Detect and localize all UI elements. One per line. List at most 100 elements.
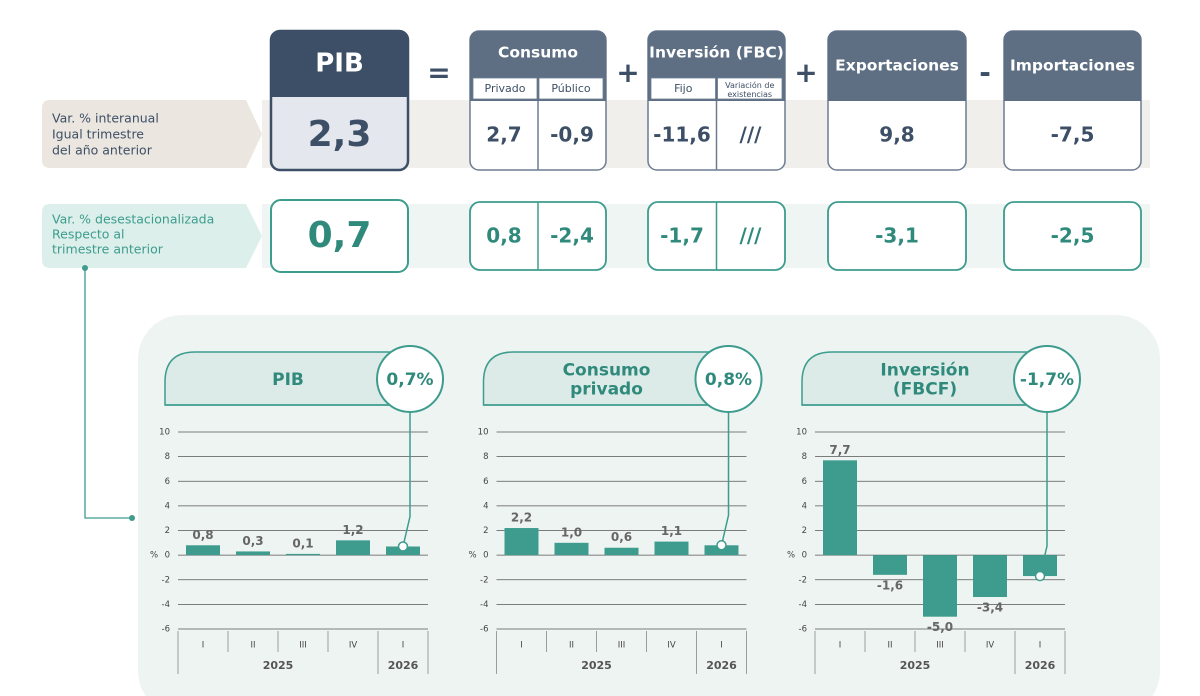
column-header — [1004, 31, 1141, 101]
sub-header — [650, 77, 716, 100]
value-label: 1,0 — [561, 525, 582, 539]
column-title: Inversión (FBC) — [649, 44, 784, 62]
cell-value: -2,5 — [1051, 224, 1095, 248]
cell-value: -11,6 — [653, 123, 711, 147]
y-tick-label: -4 — [162, 600, 170, 610]
bar — [873, 555, 907, 575]
row-label: trimestre anterior — [52, 242, 164, 257]
y-tick-label: 6 — [165, 477, 170, 487]
y-tick-label: 8 — [802, 452, 807, 462]
cell-value: 2,7 — [486, 123, 521, 147]
row-label: Respecto al — [52, 227, 124, 242]
bar — [973, 555, 1007, 597]
sub-title: Fijo — [674, 82, 693, 95]
x-tick-label: I — [839, 641, 842, 651]
badge — [1013, 345, 1081, 413]
y-tick-label: 8 — [483, 452, 488, 462]
y-tick-label: -6 — [480, 625, 488, 635]
sub-title: Privado — [485, 82, 526, 95]
x-tick-label: II — [569, 641, 574, 651]
x-tick-label: I — [520, 641, 523, 651]
y-tick-label: -4 — [799, 600, 807, 610]
cell-value: /// — [740, 224, 763, 248]
sub-header — [538, 77, 604, 100]
cell-value: -3,1 — [875, 224, 919, 248]
x-tick-label: III — [936, 641, 944, 651]
x-tick-label: I — [402, 641, 405, 651]
y-tick-label: -2 — [162, 575, 170, 585]
column-title: Consumo — [498, 44, 578, 62]
bar — [504, 528, 539, 556]
sub-header — [472, 77, 538, 100]
leader-line — [720, 412, 730, 546]
x-tick-label: II — [887, 641, 892, 651]
x-tick-label: II — [250, 641, 255, 651]
y-tick-label: 0 — [165, 551, 170, 561]
x-tick-label: IV — [986, 641, 995, 651]
x-tick-label: I — [202, 641, 205, 651]
y-unit: % — [468, 551, 476, 561]
value-label: 2,2 — [511, 511, 532, 525]
title-tab — [164, 351, 411, 406]
operator: - — [979, 56, 991, 89]
y-tick-label: -4 — [480, 600, 488, 610]
value-label: 7,7 — [829, 443, 850, 457]
chart-title: Inversión — [880, 361, 969, 381]
cell-value: -0,9 — [550, 123, 594, 147]
y-tick-label: -2 — [480, 575, 488, 585]
column-title: PIB — [315, 49, 364, 79]
chart-title: PIB — [272, 370, 304, 390]
value-label: -5,0 — [927, 620, 953, 634]
y-tick-label: 2 — [483, 526, 488, 536]
leader-dot — [397, 541, 409, 552]
y-tick-label: 4 — [165, 501, 170, 511]
y-tick-label: 10 — [478, 428, 489, 438]
cell-value: -7,5 — [1051, 123, 1095, 147]
cell-value: 9,8 — [879, 123, 914, 147]
y-tick-label: 8 — [165, 452, 170, 462]
leader-dot — [716, 540, 727, 551]
x-tick-label: I — [720, 641, 723, 651]
chart-title: (FBCF) — [893, 380, 957, 400]
chart-panel — [138, 315, 1160, 696]
x-group-label: 2026 — [388, 659, 419, 672]
cell-box — [1003, 201, 1142, 271]
connector — [84, 268, 132, 519]
y-unit: % — [150, 551, 158, 561]
cell-value: 0,8 — [486, 224, 521, 248]
badge-value: 0,7% — [386, 370, 433, 390]
leader-line — [402, 412, 411, 547]
column-title: Importaciones — [1010, 57, 1135, 75]
badge-value: 0,8% — [705, 370, 752, 390]
cell-value: 0,7 — [308, 215, 372, 256]
y-tick-label: 0 — [802, 551, 807, 561]
x-group-label: 2026 — [1025, 659, 1056, 672]
y-tick-label: 4 — [483, 501, 488, 511]
x-tick-label: III — [618, 641, 626, 651]
sub-title: Variación de existencias — [725, 80, 774, 99]
y-unit: % — [787, 551, 795, 561]
value-label: 0,8 — [192, 528, 213, 542]
y-tick-label: -6 — [799, 625, 807, 635]
badge — [694, 345, 763, 413]
x-group-label: 2025 — [263, 659, 294, 672]
y-tick-label: 10 — [796, 428, 807, 438]
value-label: 0,6 — [611, 530, 632, 544]
bar — [1023, 555, 1057, 577]
row-label: Igual trimestre — [52, 127, 144, 142]
cell-value: 2,3 — [308, 114, 372, 155]
connector-dot — [82, 265, 88, 271]
value-label: -3,4 — [977, 600, 1003, 614]
y-tick-label: 6 — [483, 477, 488, 487]
title-tab — [482, 351, 730, 406]
row-label: del año anterior — [52, 143, 153, 158]
x-tick-label: IV — [667, 641, 676, 651]
row-label-box — [42, 100, 262, 168]
title-tab — [801, 351, 1048, 406]
cell-box — [827, 201, 967, 271]
operator: + — [616, 56, 639, 89]
cell-value: -2,4 — [550, 224, 594, 248]
x-tick-label: I — [1039, 641, 1042, 651]
value-label: 0,3 — [242, 534, 263, 548]
